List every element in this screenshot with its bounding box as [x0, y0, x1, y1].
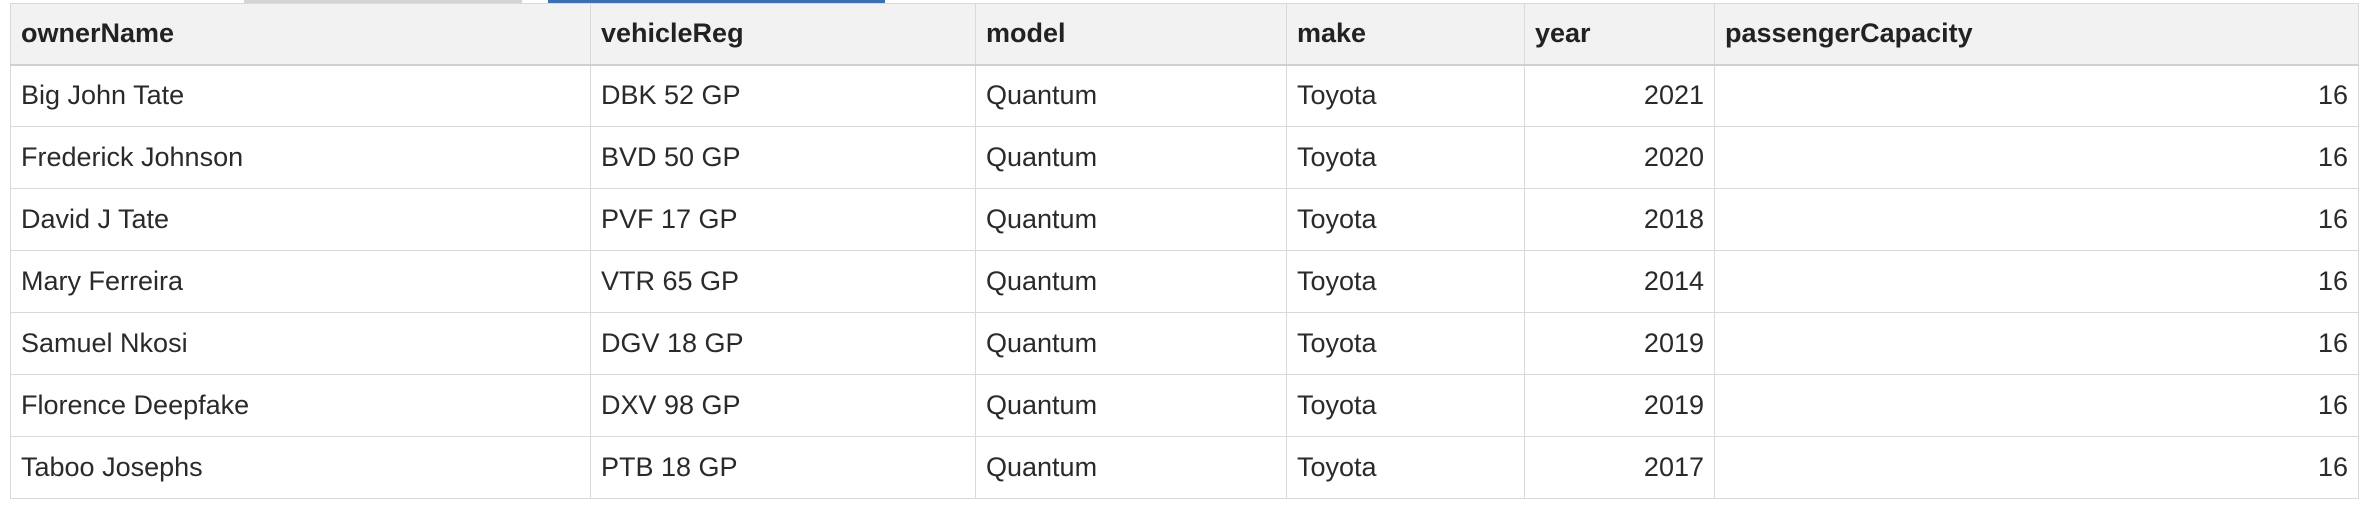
cell-year[interactable]: 2019 [1524, 374, 1715, 437]
cell-passengerCapacity[interactable]: 16 [1714, 312, 2359, 375]
column-header-make[interactable]: make [1286, 3, 1525, 66]
cell-make[interactable]: Toyota [1286, 312, 1525, 375]
column-header-year[interactable]: year [1524, 3, 1715, 66]
header-row: ownerName vehicleReg model make year passenge… [10, 3, 2359, 66]
data-table: ownerName vehicleReg model make year passenge… [10, 3, 2359, 499]
table-row[interactable]: Mary Ferreira VTR 65 GP Quantum Toyota 2014 1… [10, 250, 2359, 313]
cell-year[interactable]: 2018 [1524, 188, 1715, 251]
cell-make[interactable]: Toyota [1286, 188, 1525, 251]
cell-model[interactable]: Quantum [975, 312, 1287, 375]
cell-vehicleReg[interactable]: PTB 18 GP [590, 436, 976, 499]
cell-ownerName[interactable]: Frederick Johnson [10, 126, 591, 189]
cell-ownerName[interactable]: Florence Deepfake [10, 374, 591, 437]
cell-vehicleReg[interactable]: PVF 17 GP [590, 188, 976, 251]
cell-ownerName[interactable]: Taboo Josephs [10, 436, 591, 499]
cell-year[interactable]: 2017 [1524, 436, 1715, 499]
cell-make[interactable]: Toyota [1286, 250, 1525, 313]
cell-vehicleReg[interactable]: BVD 50 GP [590, 126, 976, 189]
cell-passengerCapacity[interactable]: 16 [1714, 436, 2359, 499]
cell-make[interactable]: Toyota [1286, 436, 1525, 499]
column-header-ownerName[interactable]: ownerName [10, 3, 591, 66]
table-row[interactable]: David J Tate PVF 17 GP Quantum Toyota 2018 16 [10, 188, 2359, 251]
tab-indicator-inactive[interactable] [244, 0, 522, 3]
cell-year[interactable]: 2021 [1524, 64, 1715, 127]
cell-vehicleReg[interactable]: DBK 52 GP [590, 64, 976, 127]
cell-model[interactable]: Quantum [975, 126, 1287, 189]
cell-make[interactable]: Toyota [1286, 64, 1525, 127]
cell-passengerCapacity[interactable]: 16 [1714, 374, 2359, 437]
cell-vehicleReg[interactable]: VTR 65 GP [590, 250, 976, 313]
tab-indicator-active[interactable] [548, 0, 885, 3]
tab-strip [0, 0, 2368, 4]
cell-year[interactable]: 2019 [1524, 312, 1715, 375]
table-row[interactable]: Samuel Nkosi DGV 18 GP Quantum Toyota 2019 16 [10, 312, 2359, 375]
table-header: ownerName vehicleReg model make year passenge… [10, 3, 2359, 66]
data-grid: ownerName vehicleReg model make year passenge… [10, 3, 2359, 499]
cell-make[interactable]: Toyota [1286, 374, 1525, 437]
table-body: Big John Tate DBK 52 GP Quantum Toyota 2021 1… [10, 64, 2359, 499]
cell-ownerName[interactable]: David J Tate [10, 188, 591, 251]
cell-year[interactable]: 2020 [1524, 126, 1715, 189]
cell-vehicleReg[interactable]: DXV 98 GP [590, 374, 976, 437]
cell-passengerCapacity[interactable]: 16 [1714, 64, 2359, 127]
table-row[interactable]: Florence Deepfake DXV 98 GP Quantum Toyota 2… [10, 374, 2359, 437]
cell-ownerName[interactable]: Big John Tate [10, 64, 591, 127]
cell-model[interactable]: Quantum [975, 64, 1287, 127]
table-row[interactable]: Taboo Josephs PTB 18 GP Quantum Toyota 2017 1… [10, 436, 2359, 499]
cell-passengerCapacity[interactable]: 16 [1714, 126, 2359, 189]
cell-model[interactable]: Quantum [975, 250, 1287, 313]
cell-ownerName[interactable]: Mary Ferreira [10, 250, 591, 313]
column-header-vehicleReg[interactable]: vehicleReg [590, 3, 976, 66]
cell-year[interactable]: 2014 [1524, 250, 1715, 313]
column-header-passengerCapacity[interactable]: passengerCapacity [1714, 3, 2359, 66]
cell-passengerCapacity[interactable]: 16 [1714, 250, 2359, 313]
cell-model[interactable]: Quantum [975, 188, 1287, 251]
table-row[interactable]: Frederick Johnson BVD 50 GP Quantum Toyota 2… [10, 126, 2359, 189]
table-row[interactable]: Big John Tate DBK 52 GP Quantum Toyota 2021 1… [10, 64, 2359, 127]
cell-model[interactable]: Quantum [975, 374, 1287, 437]
cell-vehicleReg[interactable]: DGV 18 GP [590, 312, 976, 375]
cell-ownerName[interactable]: Samuel Nkosi [10, 312, 591, 375]
cell-model[interactable]: Quantum [975, 436, 1287, 499]
column-header-model[interactable]: model [975, 3, 1287, 66]
cell-passengerCapacity[interactable]: 16 [1714, 188, 2359, 251]
cell-make[interactable]: Toyota [1286, 126, 1525, 189]
